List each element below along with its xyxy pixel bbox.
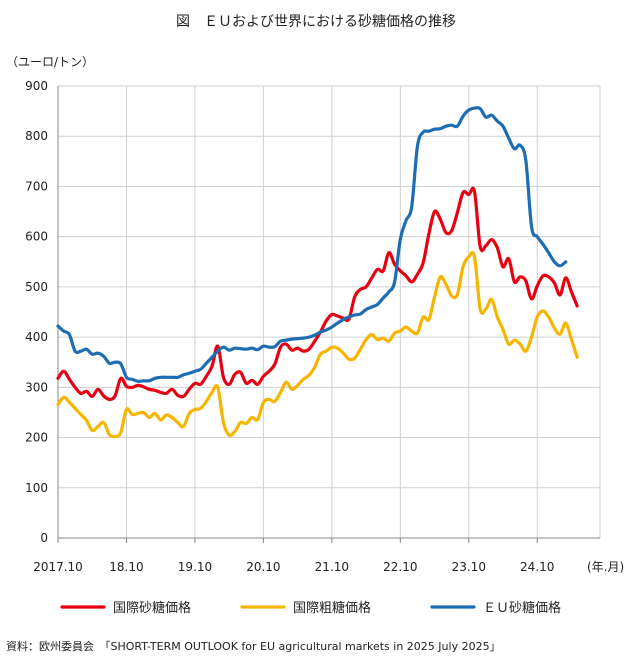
x-tick-label: 21.10 <box>315 560 349 574</box>
x-tick-label: 20.10 <box>246 560 280 574</box>
legend-label: 国際粗糖価格 <box>293 600 371 616</box>
y-tick-label: 400 <box>25 330 48 344</box>
legend: 国際砂糖価格 国際粗糖価格 ＥＵ砂糖価格 <box>60 600 561 616</box>
y-tick-label: 900 <box>25 79 48 93</box>
y-tick-label: 300 <box>25 380 48 394</box>
series-line-world-white-sugar <box>56 186 579 401</box>
legend-item-eu-sugar: ＥＵ砂糖価格 <box>430 600 561 616</box>
y-tick-label: 800 <box>25 129 48 143</box>
y-tick-label: 700 <box>25 179 48 193</box>
x-tick-label: 18.10 <box>109 560 143 574</box>
series-lines <box>56 106 579 439</box>
legend-item-world-white-sugar: 国際砂糖価格 <box>60 600 191 616</box>
y-axis-unit-label: （ユーロ/トン） <box>6 55 94 69</box>
series-line-world-raw-sugar <box>56 250 579 439</box>
chart-title: 図 ＥＵおよび世界における砂糖価格の推移 <box>176 14 456 30</box>
y-tick-label: 200 <box>25 431 48 445</box>
x-tick-label: 23.10 <box>452 560 486 574</box>
source-note: 資料：欧州委員会 「SHORT-TERM OUTLOOK for EU agri… <box>6 639 501 653</box>
tick-labels: 0 100 200 300 400 500 600 700 800 900 2017.10 18.10… <box>25 79 554 574</box>
y-tick-label: 600 <box>25 230 48 244</box>
legend-label: ＥＵ砂糖価格 <box>483 600 561 616</box>
gridlines <box>58 85 601 538</box>
y-tick-label: 0 <box>40 531 48 545</box>
x-tick-label: 24.10 <box>520 560 554 574</box>
axes <box>57 86 600 543</box>
x-tick-label: 22.10 <box>383 560 417 574</box>
y-tick-label: 500 <box>25 280 48 294</box>
y-tick-label: 100 <box>25 481 48 495</box>
x-tick-label: 2017.10 <box>33 560 83 574</box>
series-line-eu-sugar <box>56 106 568 383</box>
legend-label: 国際砂糖価格 <box>113 600 191 616</box>
x-tick-label: 19.10 <box>178 560 212 574</box>
legend-item-world-raw-sugar: 国際粗糖価格 <box>240 600 371 616</box>
x-axis-unit-label: (年.月) <box>587 560 624 574</box>
